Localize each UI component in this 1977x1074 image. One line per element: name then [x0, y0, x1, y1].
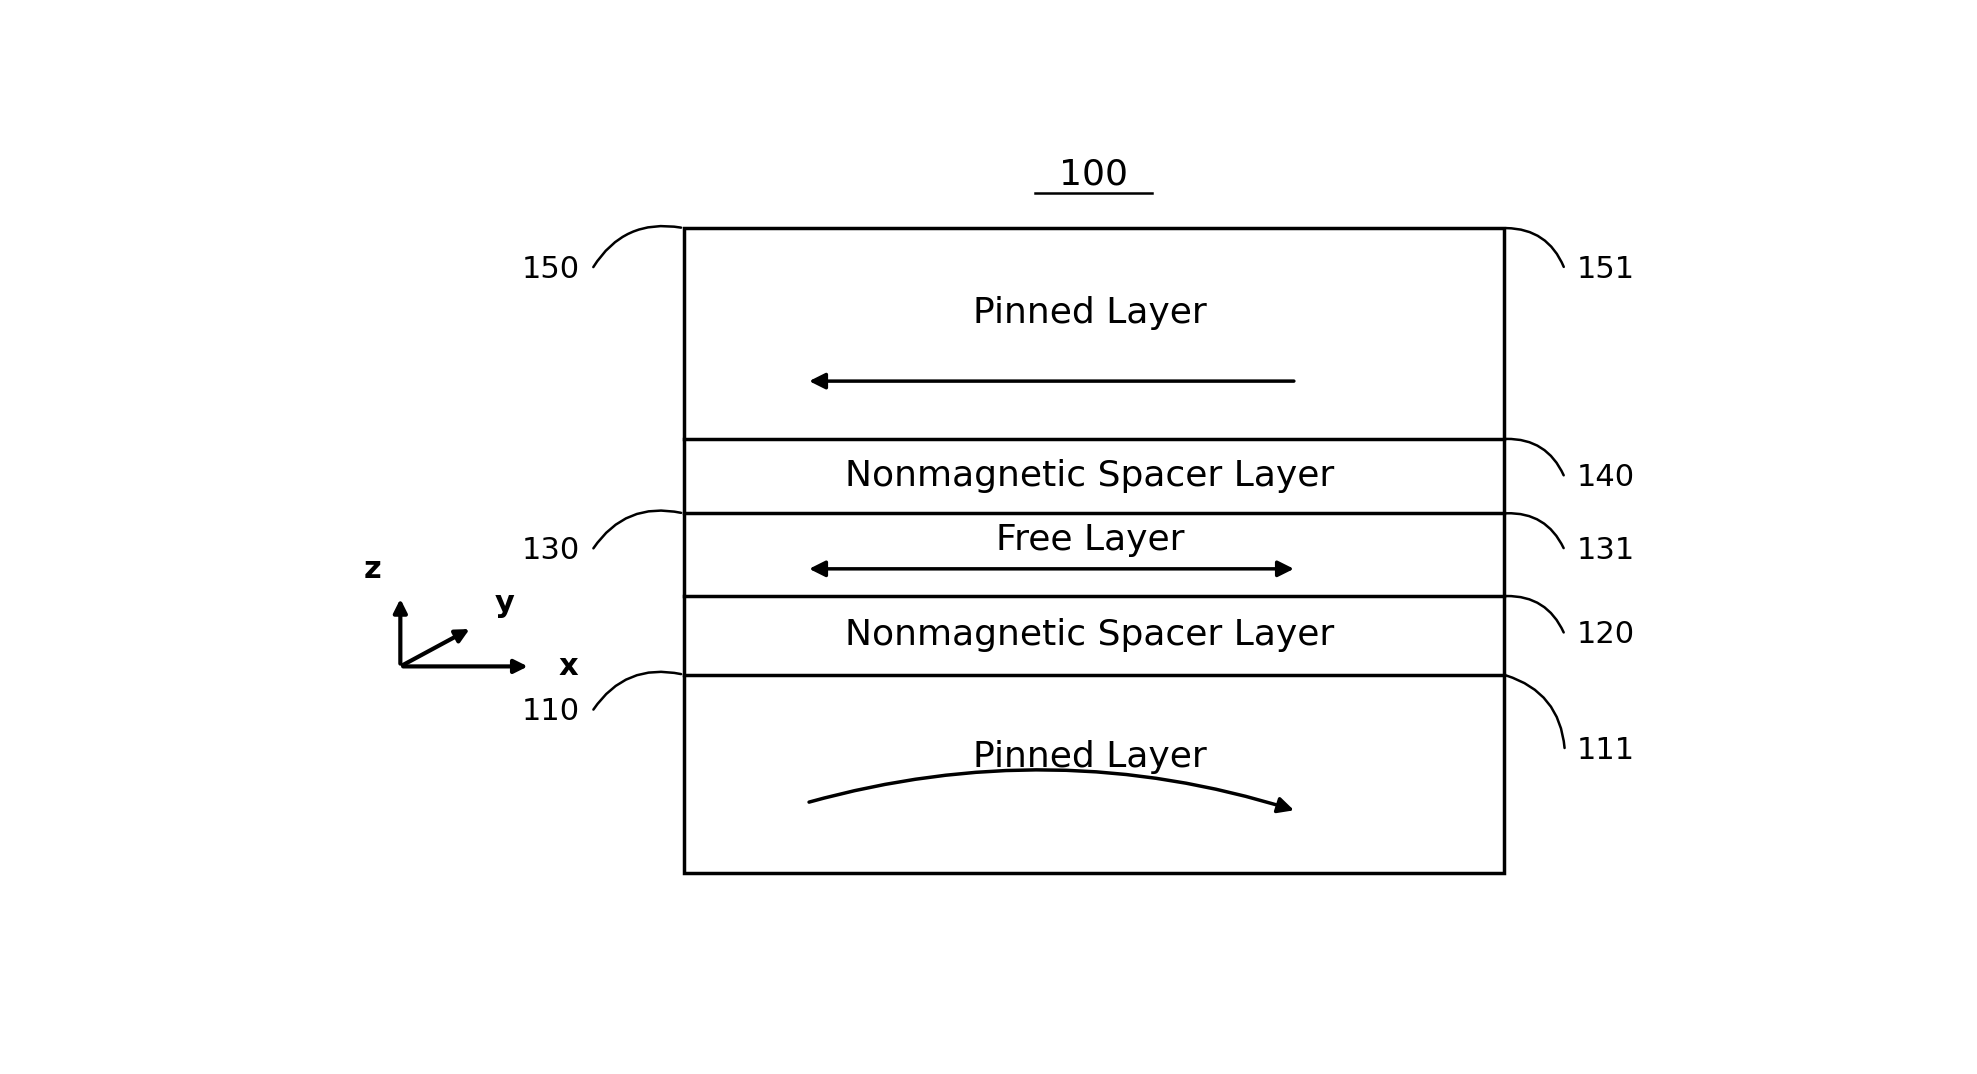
Text: 151: 151	[1578, 255, 1635, 284]
Text: Pinned Layer: Pinned Layer	[973, 295, 1206, 330]
Text: z: z	[364, 554, 382, 584]
Bar	[684, 228, 1503, 873]
Text: Pinned Layer: Pinned Layer	[973, 740, 1206, 774]
Text: 120: 120	[1578, 621, 1635, 650]
Text: 130: 130	[522, 536, 579, 565]
Text: 150: 150	[522, 255, 579, 284]
Text: y: y	[494, 589, 514, 618]
Text: Nonmagnetic Spacer Layer: Nonmagnetic Spacer Layer	[846, 460, 1334, 493]
Text: 111: 111	[1578, 737, 1635, 766]
Text: Free Layer: Free Layer	[996, 523, 1184, 557]
Text: 131: 131	[1578, 536, 1635, 565]
Text: x: x	[558, 652, 577, 681]
Text: 110: 110	[522, 697, 579, 726]
Text: 100: 100	[1060, 158, 1129, 191]
Text: 140: 140	[1578, 463, 1635, 492]
Text: Nonmagnetic Spacer Layer: Nonmagnetic Spacer Layer	[846, 619, 1334, 652]
